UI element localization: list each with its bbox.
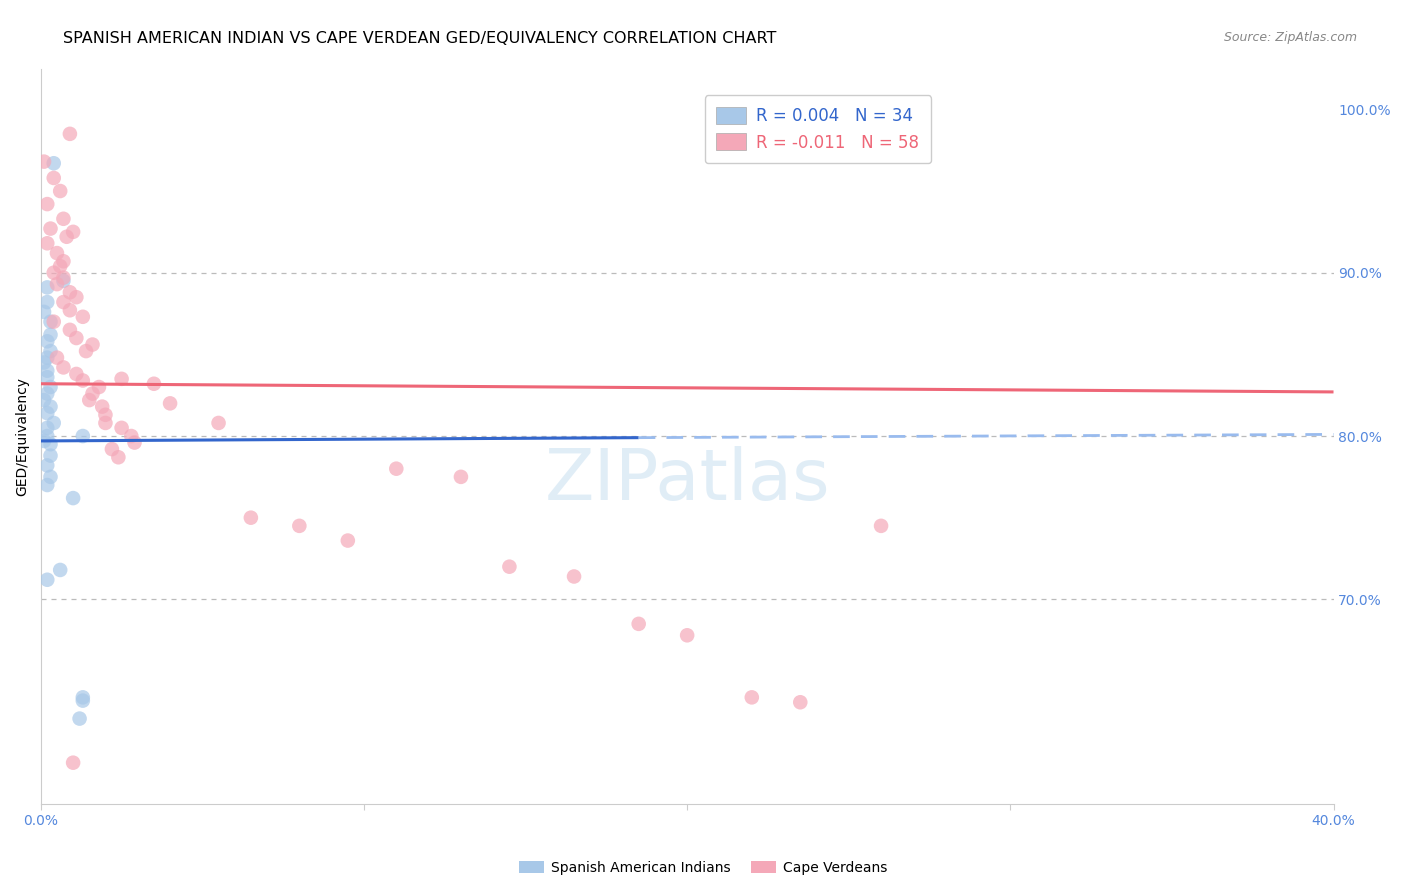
Point (62, 225, 84, 239)
Point (32, 393, 55, 408)
Point (72, 429, 94, 443)
Text: SPANISH AMERICAN INDIAN VS CAPE VERDEAN GED/EQUIVALENCY CORRELATION CHART: SPANISH AMERICAN INDIAN VS CAPE VERDEAN … (63, 31, 776, 46)
Point (52, 270, 75, 285)
Point (52, 295, 75, 310)
Point (207, 416, 229, 430)
Point (65, 331, 87, 345)
Point (37, 478, 59, 492)
Point (59, 127, 82, 141)
Point (72, 690, 94, 705)
Point (562, 569, 585, 583)
Point (46, 277, 69, 292)
Point (46, 246, 69, 260)
Point (32, 434, 55, 448)
Point (82, 337, 104, 351)
Point (46, 351, 69, 365)
Point (142, 376, 165, 391)
Point (120, 429, 142, 443)
Legend: R = 0.004   N = 34, R = -0.011   N = 58: R = 0.004 N = 34, R = -0.011 N = 58 (704, 95, 931, 163)
Point (37, 421, 59, 435)
Point (37, 197, 59, 211)
Point (37, 351, 59, 365)
Point (52, 211, 75, 226)
Point (39, 344, 62, 359)
Point (110, 372, 132, 386)
Point (37, 458, 59, 473)
Point (52, 254, 75, 268)
Point (75, 344, 97, 359)
Point (37, 429, 59, 443)
Point (42, 170, 65, 185)
Point (37, 364, 59, 378)
Point (82, 386, 104, 401)
Point (49, 563, 72, 577)
Point (385, 461, 408, 475)
Point (65, 367, 87, 381)
Point (288, 519, 311, 533)
Point (69, 712, 91, 726)
Point (498, 559, 520, 574)
Point (101, 442, 124, 456)
Point (72, 374, 94, 388)
Legend: Spanish American Indians, Cape Verdeans: Spanish American Indians, Cape Verdeans (513, 855, 893, 880)
Point (59, 323, 82, 337)
Point (110, 421, 132, 435)
Point (107, 450, 129, 465)
Point (39, 380, 62, 394)
Point (52, 360, 75, 375)
Point (72, 693, 94, 707)
Point (37, 280, 59, 294)
Point (91, 400, 114, 414)
Point (94, 408, 117, 422)
Point (32, 355, 55, 369)
Point (37, 295, 59, 310)
Point (159, 396, 181, 410)
Point (39, 449, 62, 463)
Point (39, 327, 62, 342)
Point (37, 406, 59, 420)
Point (239, 510, 262, 524)
Point (62, 756, 84, 770)
Point (870, 519, 893, 533)
Point (32, 305, 55, 319)
Point (37, 386, 59, 401)
Point (59, 285, 82, 300)
Point (39, 400, 62, 414)
Point (37, 236, 59, 251)
Point (627, 616, 650, 631)
Point (42, 416, 65, 430)
Point (55, 229, 77, 244)
Point (124, 435, 146, 450)
Point (37, 573, 59, 587)
Point (37, 370, 59, 384)
Point (87, 380, 110, 394)
Point (32, 154, 55, 169)
Point (676, 628, 699, 642)
Point (49, 259, 72, 273)
Point (741, 690, 763, 705)
Point (39, 315, 62, 329)
Point (59, 303, 82, 318)
Point (65, 290, 87, 304)
Point (49, 184, 72, 198)
Point (39, 470, 62, 484)
Point (42, 156, 65, 170)
Y-axis label: GED/Equivalency: GED/Equivalency (15, 376, 30, 496)
Point (42, 315, 65, 329)
Point (94, 416, 117, 430)
Point (72, 310, 94, 324)
Point (37, 334, 59, 349)
Point (42, 266, 65, 280)
Point (39, 437, 62, 451)
Text: Source: ZipAtlas.com: Source: ZipAtlas.com (1223, 31, 1357, 45)
Point (789, 695, 811, 709)
Point (39, 221, 62, 235)
Point (336, 533, 359, 548)
Text: ZIPatlas: ZIPatlas (544, 446, 830, 515)
Point (79, 393, 101, 408)
Point (62, 491, 84, 505)
Point (52, 274, 75, 288)
Point (450, 470, 472, 484)
